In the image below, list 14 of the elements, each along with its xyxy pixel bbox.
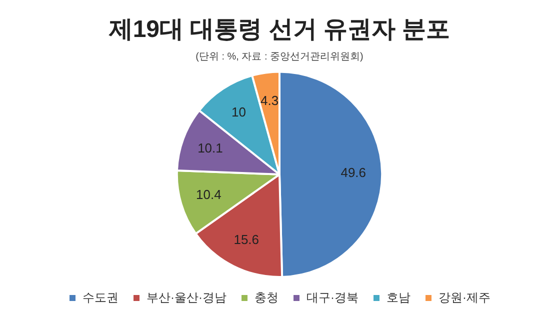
chart-subtitle: (단위 : %, 자료 : 중앙선거관리위원회) [196, 52, 364, 63]
data-label: 4.3 [260, 92, 279, 108]
legend-label: 수도권 [82, 290, 119, 304]
legend-label: 호남 [386, 290, 410, 304]
data-label: 15.6 [234, 232, 260, 248]
legend-label: 충청 [254, 290, 278, 304]
legend-label: 대구·경북 [306, 290, 358, 304]
chart-title: 제19대 대통령 선거 유권자 분포 [108, 16, 450, 44]
legend-label: 강원·제주 [438, 290, 490, 304]
data-label: 10 [232, 104, 246, 120]
legend-label: 부산·울산·경남 [146, 290, 227, 304]
data-label: 49.6 [340, 165, 366, 180]
data-label: 10.4 [196, 187, 222, 202]
data-label: 10.1 [198, 140, 223, 156]
